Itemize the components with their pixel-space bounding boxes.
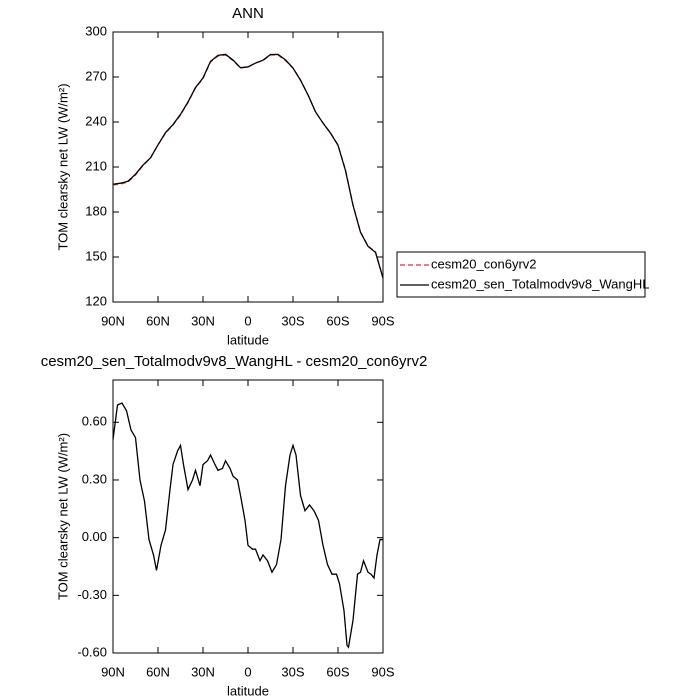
data-line: [112, 53, 384, 279]
x-tick-label: 30N: [191, 313, 215, 328]
x-tick-label: 60N: [146, 313, 170, 328]
x-tick-label: 60S: [326, 664, 349, 679]
y-tick-label: -0.30: [77, 587, 107, 602]
y-tick-label: 0.30: [82, 471, 107, 486]
plot-frame: [112, 31, 384, 303]
x-axis-label: latitude: [227, 332, 269, 347]
legend-label: cesm20_con6yrv2: [431, 256, 537, 271]
x-tick-label: 30S: [281, 313, 304, 328]
x-tick-label: 90N: [101, 664, 125, 679]
x-tick-label: 90N: [101, 313, 125, 328]
plot-frame: [112, 379, 384, 654]
y-tick-label: 0.00: [82, 529, 107, 544]
x-tick-label: 0: [244, 664, 251, 679]
y-tick-label: 210: [85, 158, 107, 173]
legend-box: [396, 251, 646, 298]
y-axis-label: TOM clearsky net LW (W/m²): [55, 83, 70, 250]
legend-label: cesm20_sen_Totalmodv9v8_WangHL: [431, 276, 649, 291]
y-tick-label: 300: [85, 23, 107, 38]
x-tick-label: 90S: [371, 313, 394, 328]
y-tick-label: 150: [85, 248, 107, 263]
y-tick-label: 240: [85, 113, 107, 128]
x-tick-label: 60S: [326, 313, 349, 328]
y-tick-label: 120: [85, 293, 107, 308]
x-tick-label: 0: [244, 313, 251, 328]
x-tick-label: 30N: [191, 664, 215, 679]
y-tick-label: 180: [85, 203, 107, 218]
y-tick-label: 270: [85, 68, 107, 83]
x-tick-label: 60N: [146, 664, 170, 679]
chart-title: ANN: [232, 5, 264, 22]
y-tick-label: -0.60: [77, 644, 107, 659]
data-line: [112, 54, 384, 279]
x-tick-label: 30S: [281, 664, 304, 679]
y-axis-label: TOM clearsky net LW (W/m²): [55, 433, 70, 600]
data-line: [112, 402, 383, 649]
x-tick-label: 90S: [371, 664, 394, 679]
chart-title: cesm20_sen_Totalmodv9v8_WangHL - cesm20_…: [41, 353, 428, 370]
x-axis-label: latitude: [227, 683, 269, 698]
y-tick-label: 0.60: [82, 414, 107, 429]
